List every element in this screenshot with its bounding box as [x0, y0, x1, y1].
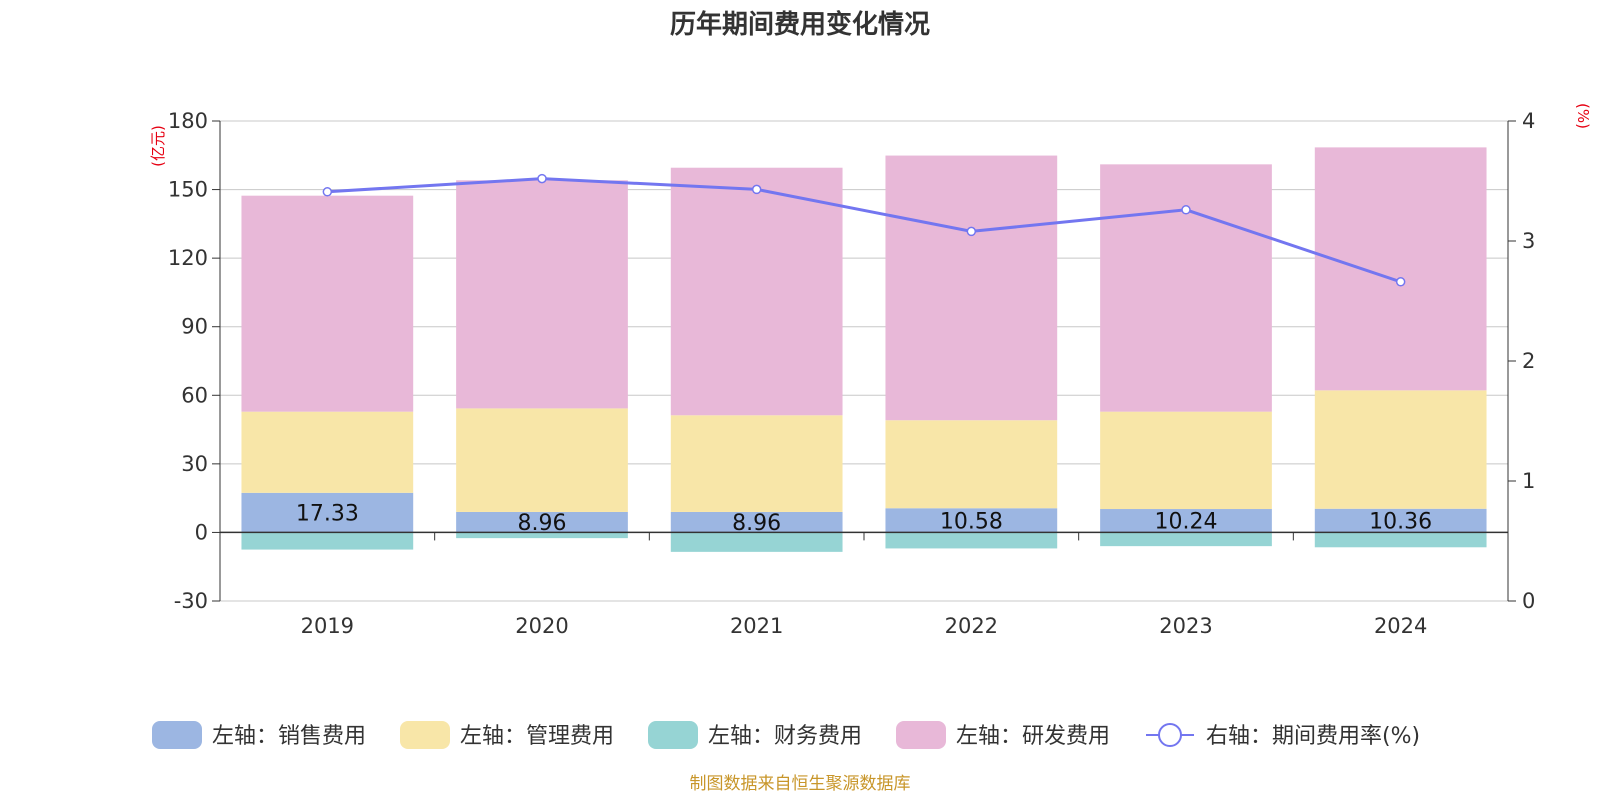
source-note: 制图数据来自恒生聚源数据库 [690, 774, 911, 794]
rate-point [537, 173, 547, 184]
legend-swatch [152, 721, 202, 749]
data-label: 17.33 [296, 502, 359, 527]
bar-segment [885, 420, 1058, 509]
legend-label: 左轴：销售费用 [212, 724, 366, 749]
x-axis-tick-label: 2022 [945, 614, 998, 638]
right-axis-tick-label: 4 [1522, 109, 1535, 133]
right-axis-tick-label: 3 [1522, 229, 1535, 253]
legend: 左轴：销售费用 左轴：管理费用 左轴：财务费用 左轴：研发费用 右轴：期间费用率(%) [152, 721, 1420, 749]
legend-swatch [896, 721, 946, 749]
x-axis-tick-label: 2021 [730, 614, 783, 638]
x-axis-tick-label: 2023 [1159, 614, 1212, 638]
legend-swatch [400, 721, 450, 749]
bar-segment [885, 508, 1058, 533]
rate-point [751, 184, 762, 195]
bar-segment [1314, 532, 1487, 548]
left-axis-tick-label: 120 [168, 246, 208, 270]
right-axis-unit: (%) [1574, 103, 1592, 129]
bar-segment [670, 415, 843, 512]
bar-segment [1100, 164, 1272, 412]
legend-label: 左轴：财务费用 [708, 724, 862, 749]
rate-line [327, 177, 1402, 284]
left-axis-unit: (亿元) [149, 125, 167, 167]
bar-segment [241, 411, 414, 493]
rate-point [1395, 277, 1406, 287]
left-axis-tick-label: 30 [181, 452, 208, 476]
left-axis-tick-label: 0 [195, 520, 208, 544]
bar-segment [1100, 509, 1272, 533]
data-label: 8.96 [732, 511, 781, 536]
right-axis-tick-label: 0 [1522, 589, 1535, 613]
bar-segment [1314, 147, 1487, 391]
left-axis-tick-label: 90 [181, 315, 208, 339]
chart-title: 历年期间费用变化情况 [670, 9, 930, 40]
left-axis-tick-label: 150 [168, 178, 208, 202]
right-axis-tick-label: 1 [1522, 469, 1535, 493]
rate-point [322, 187, 333, 197]
bar-segment [885, 532, 1058, 549]
bar-segment [670, 511, 843, 533]
x-axis-tick-label: 2020 [515, 614, 568, 638]
bar-layer [241, 147, 1487, 552]
bar-segment [1314, 390, 1487, 509]
bar-segment [670, 532, 843, 552]
legend-label: 左轴：管理费用 [460, 724, 614, 749]
bar-segment [241, 532, 414, 550]
bar-segment [670, 167, 843, 416]
data-label: 10.36 [1369, 510, 1432, 535]
legend-swatch [648, 721, 698, 749]
label-layer: 17.33 8.96 8.96 10.58 10.24 10.36 [296, 502, 1432, 537]
legend-label: 右轴：期间费用率(%) [1206, 724, 1420, 749]
left-axis-tick-label: 60 [181, 383, 208, 407]
bar-segment [456, 511, 628, 533]
left-axis-tick-label: 180 [168, 109, 208, 133]
bar-segment [241, 195, 414, 412]
bar-segment [456, 180, 628, 409]
bar-segment [885, 155, 1058, 421]
bar-segment [1100, 532, 1272, 547]
bar-segment [1100, 411, 1272, 510]
x-axis-tick-label: 2019 [301, 614, 354, 638]
line-layer [322, 173, 1406, 287]
right-axis-tick-label: 2 [1522, 349, 1535, 373]
bar-segment [1314, 508, 1487, 533]
left-axis-tick-label: -30 [174, 589, 208, 613]
legend-marker-circle [1158, 723, 1182, 747]
x-axis-tick-label: 2024 [1374, 614, 1427, 638]
bar-segment [456, 532, 628, 539]
rate-point [1181, 205, 1191, 215]
bar-segment [456, 408, 628, 512]
data-label: 10.24 [1155, 510, 1218, 535]
data-label: 10.58 [940, 509, 1003, 534]
legend-label: 左轴：研发费用 [956, 724, 1110, 749]
rate-point [966, 226, 977, 237]
axis-layer: -30 0 30 60 90 120 150 180 0 1 2 3 4 2019 2020 2021 2022… [168, 109, 1535, 638]
bar-segment [241, 492, 414, 533]
data-label: 8.96 [518, 511, 567, 536]
